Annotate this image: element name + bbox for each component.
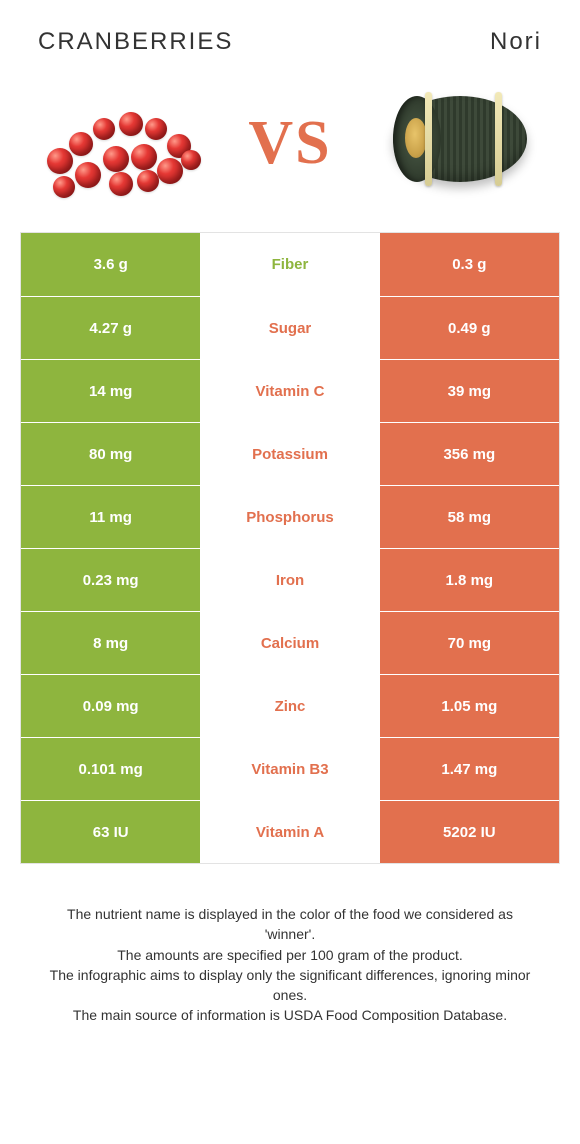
left-value: 80 mg — [21, 423, 200, 485]
right-value: 0.3 g — [380, 233, 559, 296]
hero-row: VS — [20, 74, 560, 232]
table-row: 63 IUVitamin A5202 IU — [21, 800, 559, 863]
left-value: 0.101 mg — [21, 738, 200, 800]
comparison-table: 3.6 gFiber0.3 g4.27 gSugar0.49 g14 mgVit… — [20, 232, 560, 864]
right-value: 58 mg — [380, 486, 559, 548]
footer-line: The amounts are specified per 100 gram o… — [44, 945, 536, 965]
table-row: 0.23 mgIron1.8 mg — [21, 548, 559, 611]
footer-notes: The nutrient name is displayed in the co… — [20, 864, 560, 1026]
right-value: 1.47 mg — [380, 738, 559, 800]
left-value: 14 mg — [21, 360, 200, 422]
left-value: 0.09 mg — [21, 675, 200, 737]
left-food-image — [30, 78, 210, 208]
footer-line: The nutrient name is displayed in the co… — [44, 904, 536, 945]
right-value: 356 mg — [380, 423, 559, 485]
left-food-title: CRANBERRIES — [38, 28, 233, 56]
nutrient-label: Potassium — [200, 423, 379, 485]
nutrient-label: Vitamin B3 — [200, 738, 379, 800]
left-value: 3.6 g — [21, 233, 200, 296]
footer-line: The main source of information is USDA F… — [44, 1005, 536, 1025]
left-value: 4.27 g — [21, 297, 200, 359]
nutrient-label: Calcium — [200, 612, 379, 674]
table-row: 3.6 gFiber0.3 g — [21, 233, 559, 296]
right-value: 5202 IU — [380, 801, 559, 863]
table-row: 0.101 mgVitamin B31.47 mg — [21, 737, 559, 800]
right-value: 0.49 g — [380, 297, 559, 359]
table-row: 80 mgPotassium356 mg — [21, 422, 559, 485]
table-row: 8 mgCalcium70 mg — [21, 611, 559, 674]
titles-row: CRANBERRIES Nori — [20, 20, 560, 74]
right-value: 70 mg — [380, 612, 559, 674]
table-row: 11 mgPhosphorus58 mg — [21, 485, 559, 548]
table-row: 14 mgVitamin C39 mg — [21, 359, 559, 422]
right-food-title: Nori — [490, 28, 542, 56]
left-value: 11 mg — [21, 486, 200, 548]
nutrient-label: Phosphorus — [200, 486, 379, 548]
nutrient-label: Vitamin C — [200, 360, 379, 422]
right-value: 1.05 mg — [380, 675, 559, 737]
table-row: 4.27 gSugar0.49 g — [21, 296, 559, 359]
right-food-image — [370, 78, 550, 208]
nutrient-label: Sugar — [200, 297, 379, 359]
right-value: 1.8 mg — [380, 549, 559, 611]
nutrient-label: Fiber — [200, 233, 379, 296]
left-value: 63 IU — [21, 801, 200, 863]
nutrient-label: Iron — [200, 549, 379, 611]
vs-badge: VS — [248, 108, 331, 179]
right-value: 39 mg — [380, 360, 559, 422]
left-value: 0.23 mg — [21, 549, 200, 611]
table-row: 0.09 mgZinc1.05 mg — [21, 674, 559, 737]
nutrient-label: Zinc — [200, 675, 379, 737]
footer-line: The infographic aims to display only the… — [44, 965, 536, 1006]
left-value: 8 mg — [21, 612, 200, 674]
nutrient-label: Vitamin A — [200, 801, 379, 863]
